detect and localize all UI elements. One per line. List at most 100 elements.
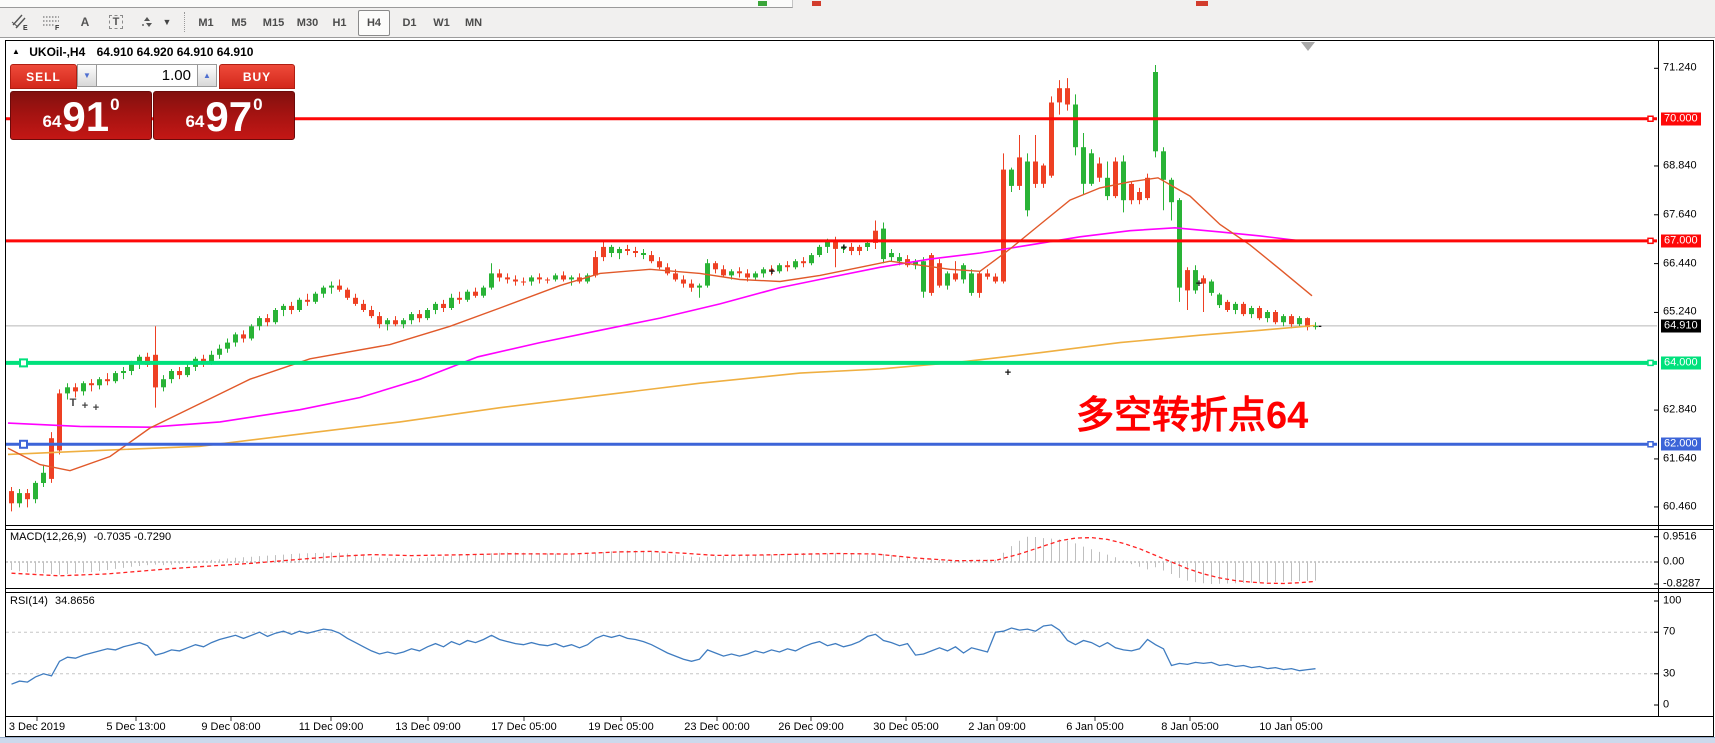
candle-body	[97, 379, 102, 386]
text-label-icon[interactable]: A	[72, 10, 98, 34]
sell-button[interactable]: SELL	[10, 64, 77, 89]
candle-body	[777, 265, 782, 272]
chart-shift-marker-icon[interactable]	[1301, 42, 1315, 51]
candle-body	[1313, 325, 1318, 328]
timeframe-button-w1[interactable]: W1	[433, 17, 450, 29]
candle-body	[1289, 316, 1294, 325]
arrow-objects-icon[interactable]	[134, 10, 160, 34]
candle-body	[601, 246, 606, 258]
candle-body	[273, 310, 278, 323]
candle-body	[1049, 102, 1054, 176]
candle-body	[561, 275, 566, 280]
ma-slow-line	[7, 324, 1316, 456]
volume-input[interactable]	[97, 64, 197, 87]
candle-body	[169, 371, 174, 380]
window-bottom-edge	[0, 737, 1715, 743]
candle-body	[1033, 161, 1038, 184]
candle-body	[89, 383, 94, 386]
chart-object-marker[interactable]: +	[92, 402, 100, 414]
candle-body	[505, 277, 510, 280]
chart-object-marker[interactable]: +	[768, 266, 776, 278]
svg-text:E: E	[23, 25, 28, 31]
candle-body	[137, 356, 142, 363]
hline-handle	[19, 358, 28, 368]
x-axis-label: 26 Dec 09:00	[778, 721, 844, 733]
timeframe-button-m30[interactable]: M30	[296, 17, 319, 29]
candle-body	[1057, 88, 1062, 103]
x-axis-label: 2 Jan 09:00	[968, 721, 1026, 733]
candle-body	[969, 273, 974, 293]
hline-price-label: 67.000	[1661, 234, 1701, 248]
timeframe-button-mn[interactable]: MN	[464, 17, 483, 29]
x-axis-label: 13 Dec 09:00	[395, 721, 461, 733]
candle-body	[1233, 303, 1238, 310]
candle-body	[921, 261, 926, 292]
chart-object-marker[interactable]: +	[81, 400, 89, 412]
buy-button[interactable]: BUY	[219, 64, 295, 89]
timeframe-button-h4[interactable]: H4	[358, 10, 390, 36]
candle-body	[1041, 165, 1046, 184]
timeframe-button-m1[interactable]: M1	[198, 17, 214, 29]
x-axis-label: 9 Dec 08:00	[201, 721, 261, 733]
text-box-icon[interactable]: T	[102, 10, 130, 34]
candle-body	[1281, 316, 1286, 323]
candle-body	[465, 291, 470, 300]
candle-body	[1017, 157, 1022, 186]
candle-body	[617, 249, 622, 254]
rsi-value: 34.8656	[54, 595, 95, 607]
candle-body	[241, 334, 246, 339]
candle-body	[657, 261, 662, 268]
sell-price-button[interactable]: 64 91 0	[10, 91, 152, 140]
chart-object-marker[interactable]: -	[1318, 320, 1322, 332]
fibonacci-icon[interactable]: F	[38, 10, 66, 34]
hline-handle	[1647, 441, 1654, 448]
equidistant-channel-icon[interactable]: E	[6, 10, 34, 34]
price-tick-label: 61.640	[1663, 452, 1697, 465]
candle-body	[1177, 200, 1182, 288]
timeframe-button-m5[interactable]: M5	[231, 17, 247, 29]
chart-object-marker[interactable]: +	[1004, 367, 1012, 379]
price-tick-label: 65.240	[1663, 305, 1697, 318]
arrow-objects-dropdown[interactable]: ▼	[160, 10, 174, 34]
x-axis-label: 23 Dec 00:00	[684, 721, 750, 733]
svg-text:F: F	[55, 25, 60, 31]
collapse-triangle-icon[interactable]: ▲	[12, 47, 20, 56]
timeframe-button-d1[interactable]: D1	[402, 17, 417, 29]
arrows-glyph	[142, 17, 152, 27]
candle-body	[1009, 169, 1014, 186]
candle-body	[1185, 270, 1190, 291]
candle-body	[201, 358, 206, 363]
timeframe-button-h1[interactable]: H1	[332, 17, 347, 29]
candle-body	[1161, 151, 1166, 180]
candle-body	[993, 276, 998, 282]
buy-price-pip-digit: 0	[253, 95, 263, 114]
candle-body	[313, 293, 318, 302]
candle-body	[1249, 308, 1254, 315]
candle-body	[1089, 153, 1094, 184]
candle-body	[785, 265, 790, 268]
candle-body	[185, 367, 190, 376]
candle-body	[673, 273, 678, 280]
macd-title: MACD(12,26,9)	[10, 531, 87, 543]
rsi-level-label: 70	[1663, 625, 1676, 638]
chart-object-marker[interactable]: T	[69, 397, 77, 409]
price-tick-label: 60.460	[1663, 500, 1697, 513]
candle-body	[129, 362, 134, 371]
chart-object-marker[interactable]: +	[840, 242, 848, 254]
candle-body	[769, 269, 774, 272]
ma-fast-line	[7, 177, 1313, 472]
candle-body	[441, 303, 446, 308]
chart-object-marker[interactable]: +	[1195, 278, 1203, 290]
candle-body	[801, 261, 806, 264]
candle-body	[649, 255, 654, 262]
autotrading-icon-fragment	[758, 1, 767, 6]
timeframe-button-m15[interactable]: M15	[262, 17, 285, 29]
candle-body	[745, 273, 750, 278]
chart-window	[5, 40, 1714, 737]
candle-body	[321, 287, 326, 294]
volume-decrease-button[interactable]: ▼	[77, 64, 97, 87]
volume-increase-button[interactable]: ▲	[197, 64, 217, 87]
candle-body	[73, 387, 78, 392]
buy-price-button[interactable]: 64 97 0	[153, 91, 295, 140]
